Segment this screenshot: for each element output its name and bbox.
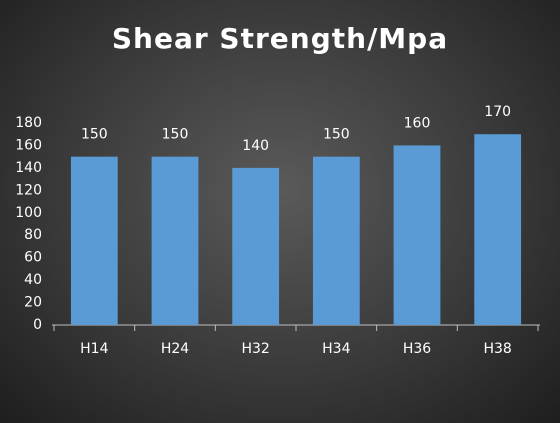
x-tick-label: H36 — [403, 341, 431, 357]
bar — [393, 145, 441, 325]
data-label: 150 — [81, 127, 108, 143]
x-tick-label: H38 — [483, 341, 511, 357]
y-tick-label: 180 — [15, 115, 42, 131]
y-tick-label: 160 — [15, 137, 42, 153]
chart-title: Shear Strength/Mpa — [112, 22, 448, 55]
x-tick-label: H24 — [161, 341, 189, 357]
data-label: 170 — [484, 104, 511, 120]
data-label: 140 — [242, 138, 269, 154]
y-tick-label: 20 — [24, 295, 42, 311]
bar — [232, 167, 280, 325]
bar — [70, 156, 118, 325]
y-tick-label: 0 — [33, 317, 42, 333]
data-label: 150 — [162, 127, 189, 143]
bar — [312, 156, 360, 325]
x-tick-label: H32 — [241, 341, 269, 357]
y-tick-label: 120 — [15, 182, 42, 198]
data-label: 160 — [404, 115, 431, 131]
y-tick-label: 80 — [24, 227, 42, 243]
x-tick-label: H14 — [80, 341, 108, 357]
y-tick-label: 140 — [15, 160, 42, 176]
y-tick-label: 100 — [15, 205, 42, 221]
y-tick-label: 40 — [24, 272, 42, 288]
data-label: 150 — [323, 127, 350, 143]
bar — [474, 134, 522, 325]
y-tick-label: 60 — [24, 250, 42, 266]
bar — [151, 156, 199, 325]
x-tick-label: H34 — [322, 341, 350, 357]
